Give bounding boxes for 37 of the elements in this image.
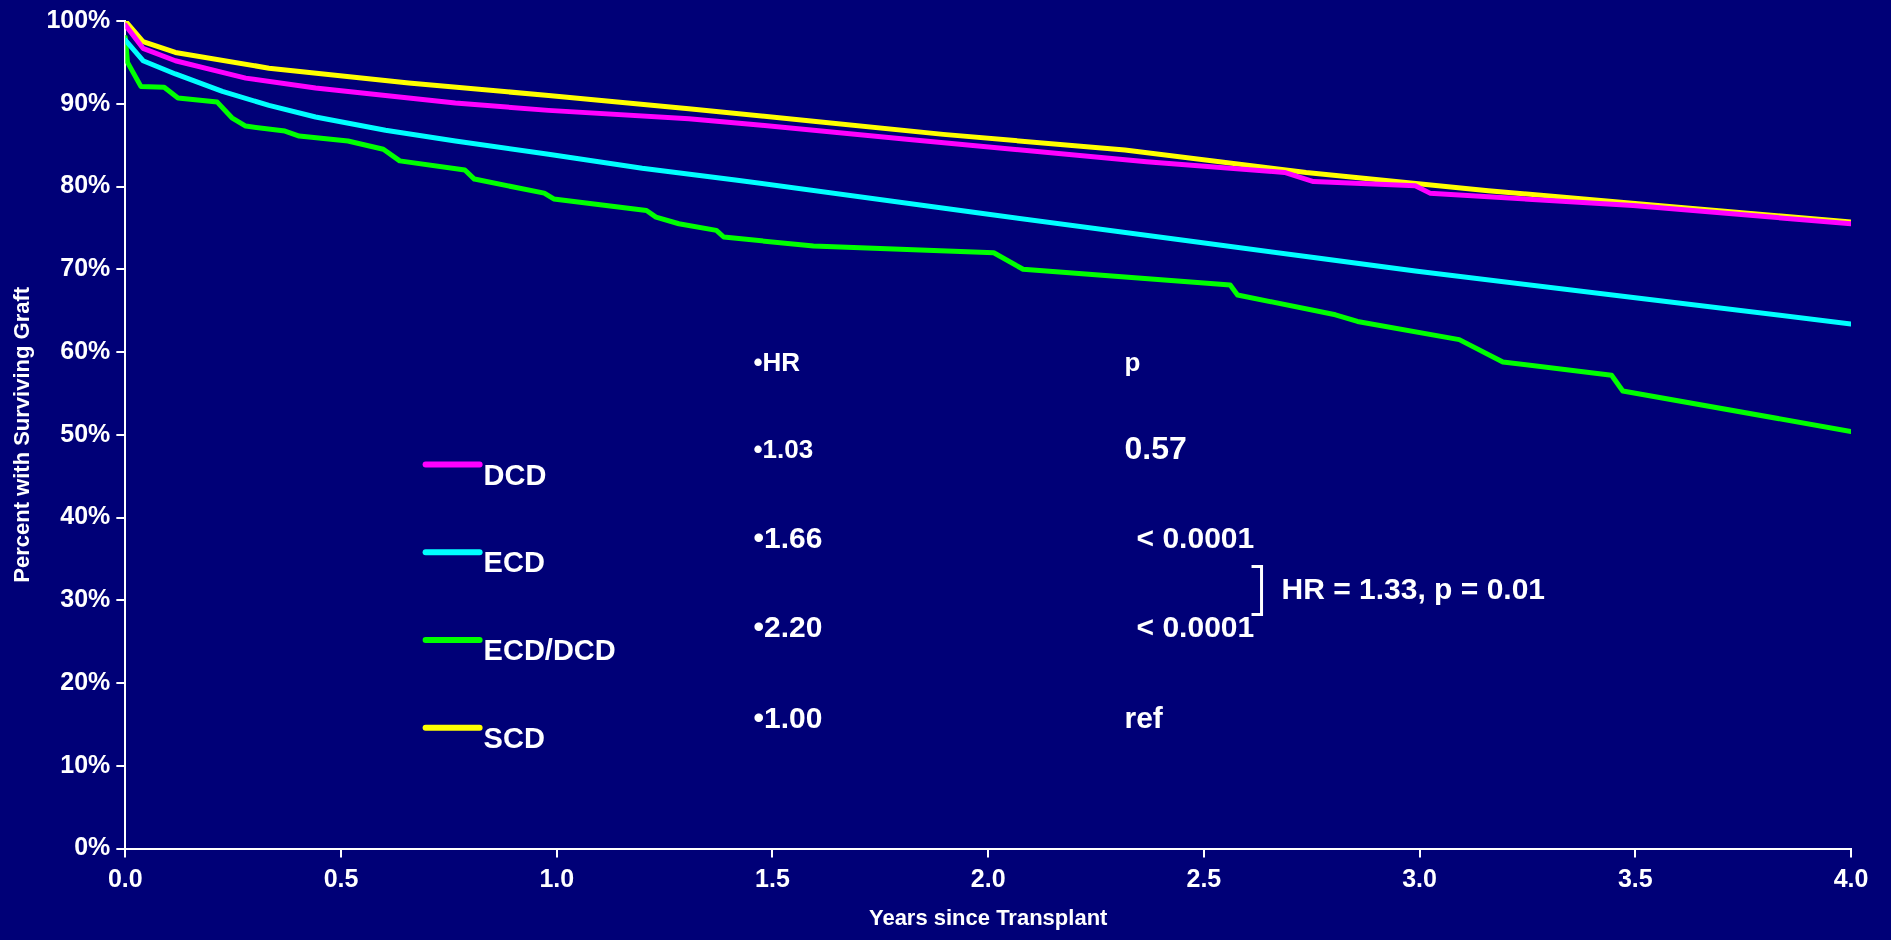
x-tick-label: 2.5 (1186, 864, 1222, 893)
y-tick-label: 90% (60, 87, 111, 116)
annotation: •1.66 (753, 521, 823, 555)
y-tick-label: 80% (60, 170, 111, 199)
legend-label: ECD/DCD (483, 634, 616, 667)
annotation: < 0.0001 (1136, 609, 1255, 643)
x-tick-label: 0.5 (323, 864, 359, 893)
annotation: 0.57 (1124, 430, 1187, 467)
annotation: ref (1124, 700, 1164, 734)
x-tick-label: 3.0 (1402, 864, 1437, 893)
y-tick-label: 100% (46, 4, 111, 33)
y-tick-label: 50% (60, 418, 111, 447)
x-tick-label: 2.0 (970, 864, 1006, 893)
x-axis-title: Years since Transplant (868, 904, 1109, 930)
annotation: p (1124, 346, 1141, 377)
x-tick-label: 1.5 (755, 864, 790, 893)
y-tick-label: 0% (74, 832, 111, 861)
legend-label: ECD (483, 546, 545, 579)
y-tick-label: 30% (60, 584, 111, 613)
y-tick-label: 20% (60, 666, 111, 695)
annotation: •1.03 (753, 433, 814, 464)
annotation: •1.00 (753, 700, 823, 734)
y-tick-label: 10% (60, 749, 111, 778)
x-tick-label: 1.0 (539, 864, 575, 893)
y-tick-label: 70% (60, 253, 111, 282)
y-axis-title: Percent with Surviving Graft (9, 286, 35, 583)
y-tick-label: 60% (60, 335, 111, 364)
legend-label: DCD (483, 458, 547, 491)
annotation: HR = 1.33, p = 0.01 (1281, 571, 1546, 605)
x-tick-label: 0.0 (107, 864, 143, 893)
annotation: < 0.0001 (1136, 521, 1255, 555)
x-tick-label: 3.5 (1617, 864, 1653, 893)
x-tick-label: 4.0 (1833, 864, 1869, 893)
annotation: •HR (753, 346, 801, 377)
annotation: •2.20 (753, 609, 823, 643)
legend-label: SCD (483, 721, 545, 754)
y-tick-label: 40% (60, 501, 111, 530)
